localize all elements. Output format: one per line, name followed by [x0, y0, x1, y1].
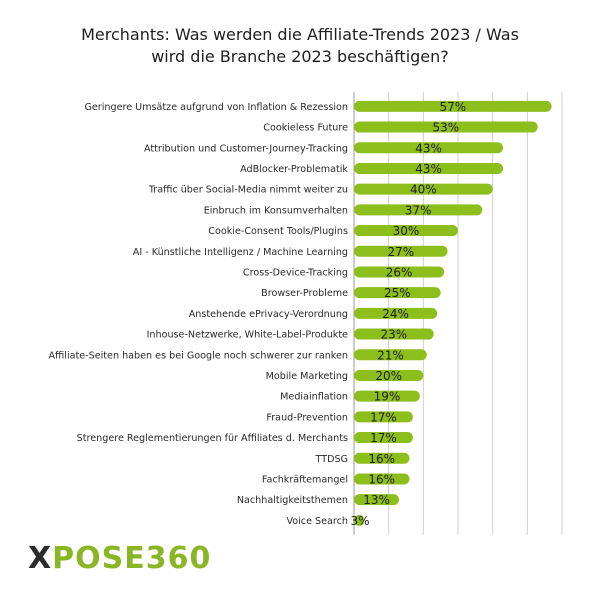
category-label: Einbruch im Konsumverhalten	[204, 205, 348, 216]
category-label: Traffic über Social-Media nimmt weiter z…	[148, 185, 348, 196]
bar	[354, 307, 438, 319]
bar	[354, 452, 410, 464]
bar	[354, 411, 413, 423]
value-label: 53%	[433, 121, 460, 135]
category-label: Mediainflation	[280, 392, 348, 403]
value-label: 13%	[363, 493, 390, 507]
category-label: Inhouse-Netzwerke, White-Label-Produkte	[147, 330, 348, 341]
value-label: 23%	[381, 328, 408, 342]
value-label: 20%	[375, 369, 402, 383]
bar	[354, 514, 365, 526]
value-label: 30%	[393, 224, 420, 238]
value-label: 17%	[370, 410, 397, 424]
chart-title: Merchants: Was werden die Affiliate-Tren…	[20, 24, 580, 68]
value-label: 16%	[368, 472, 395, 486]
bar	[354, 162, 504, 174]
xpose360-logo: XPOSE360	[28, 544, 211, 574]
bar	[354, 473, 410, 485]
chart-title-line-1: Merchants: Was werden die Affiliate-Tren…	[81, 25, 519, 44]
category-label: Strengere Reglementierungen für Affiliat…	[77, 433, 348, 444]
chart-title-line-2: wird die Branche 2023 beschäftigen?	[151, 47, 449, 66]
logo-letter-x: X	[28, 541, 53, 576]
bar	[354, 369, 424, 381]
value-label: 27%	[387, 245, 414, 259]
category-label: Mobile Marketing	[266, 371, 348, 382]
category-label: Voice Search	[286, 516, 348, 527]
bar	[354, 494, 400, 506]
value-label: 19%	[374, 390, 401, 404]
bar	[354, 390, 420, 402]
bar	[354, 100, 552, 112]
value-label: 43%	[415, 141, 442, 155]
value-label: 40%	[410, 183, 437, 197]
value-label: 16%	[368, 452, 395, 466]
value-label: 17%	[370, 431, 397, 445]
bar	[354, 328, 434, 340]
bar	[354, 432, 413, 444]
bar	[354, 245, 448, 257]
bar	[354, 225, 458, 237]
value-label: 24%	[382, 307, 409, 321]
category-label: Cookieless Future	[263, 123, 348, 134]
value-label: 26%	[386, 265, 413, 279]
value-label: 25%	[384, 286, 411, 300]
bar	[354, 142, 504, 154]
bar	[354, 204, 483, 216]
category-label: Fraud-Prevention	[266, 412, 348, 423]
category-label: Cookie-Consent Tools/Plugins	[208, 226, 348, 237]
bar	[354, 121, 538, 133]
category-label: AdBlocker-Problematik	[240, 164, 348, 175]
category-label: Fachkräftemangel	[262, 474, 348, 485]
value-label: 43%	[415, 162, 442, 176]
category-label: Geringere Umsätze aufgrund von Inflation…	[84, 102, 348, 113]
logo-wordmark: POSE360	[52, 541, 212, 576]
value-label: 3%	[350, 514, 369, 528]
bar	[354, 183, 493, 195]
category-label: AI - Künstliche Intelligenz / Machine Le…	[133, 247, 348, 258]
value-label: 57%	[439, 100, 466, 114]
category-label: Affiliate-Seiten haben es bei Google noc…	[48, 350, 348, 361]
category-label: Nachhaltigkeitsthemen	[237, 495, 348, 506]
bar	[354, 287, 441, 299]
category-label: Attribution und Customer-Journey-Trackin…	[144, 143, 348, 154]
bar	[354, 349, 427, 361]
category-label: TTDSG	[315, 454, 348, 465]
category-label: Cross-Device-Tracking	[243, 267, 348, 278]
category-label: Anstehende ePrivacy-Verordnung	[189, 309, 348, 320]
value-label: 37%	[405, 203, 432, 217]
bar	[354, 266, 445, 278]
value-label: 21%	[377, 348, 404, 362]
category-label: Browser-Probleme	[261, 288, 348, 299]
